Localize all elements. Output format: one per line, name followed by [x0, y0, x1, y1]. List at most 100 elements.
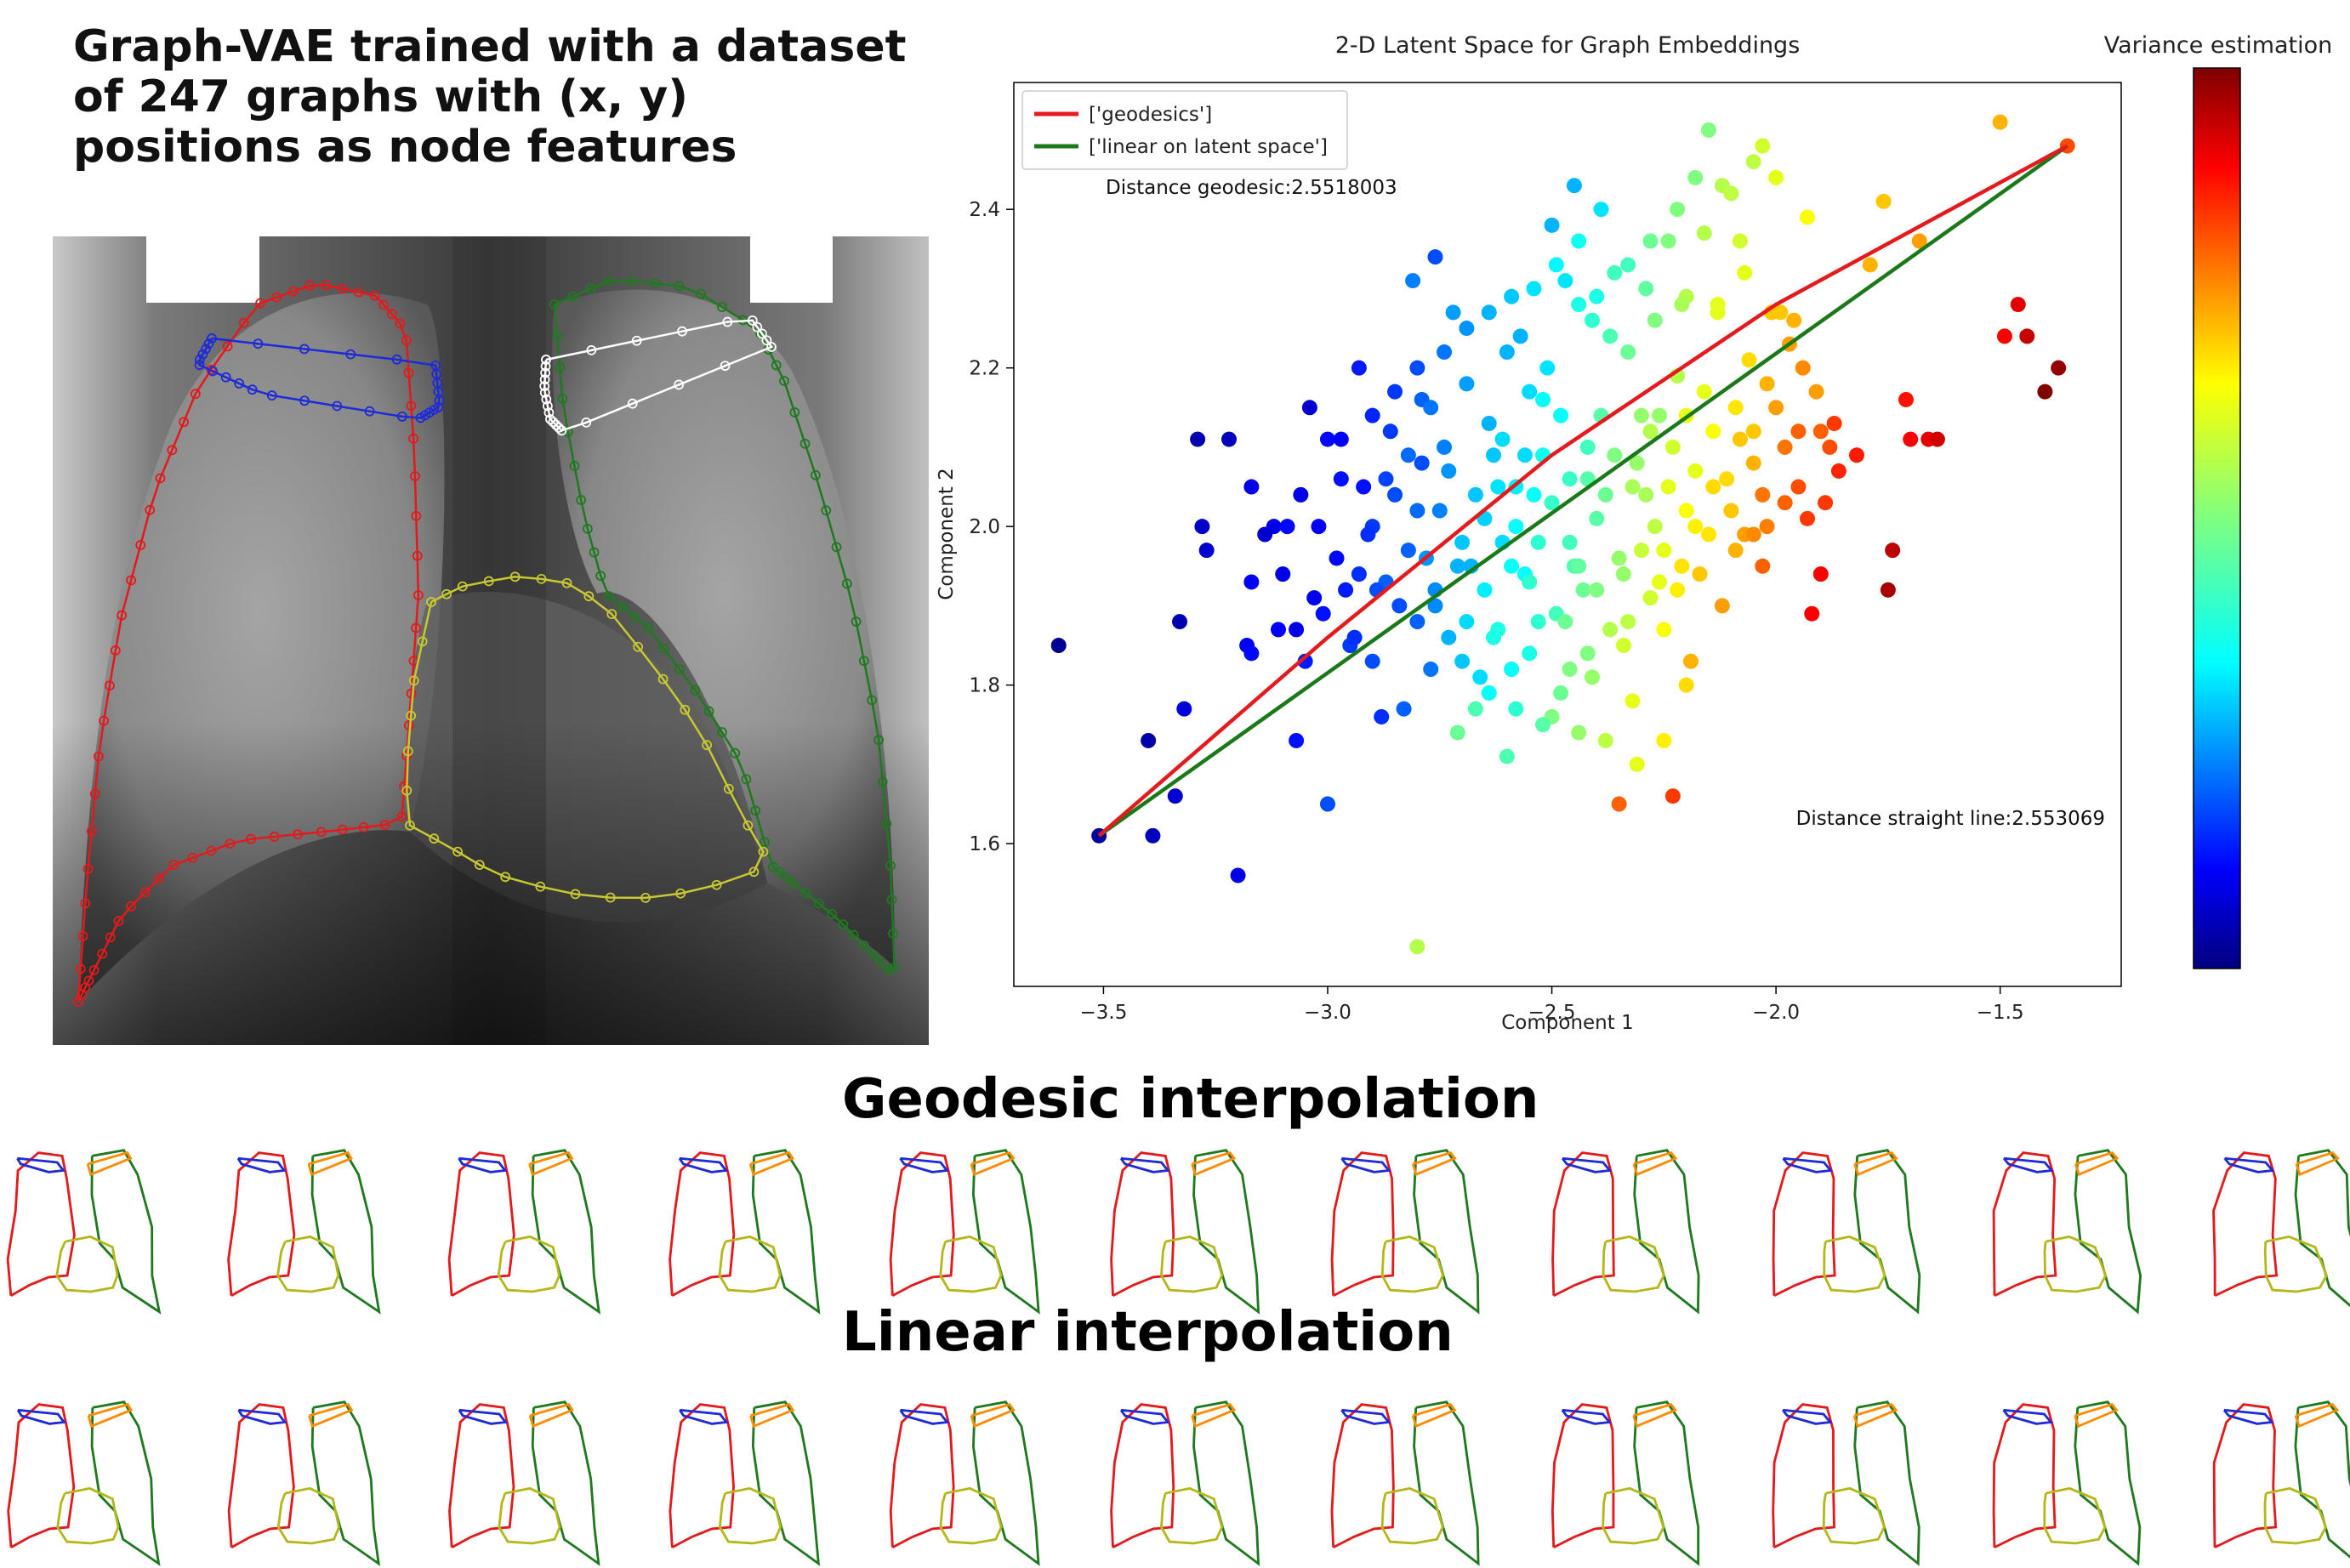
scatter-point: [1522, 574, 1538, 590]
thumb-right-lung: [889, 1403, 955, 1549]
scatter-point: [1664, 788, 1681, 804]
scatter-point: [2051, 360, 2067, 376]
scatter-point: [1647, 312, 1663, 328]
xray-right-lung-outline-node: [411, 622, 422, 633]
scatter-point: [1319, 796, 1335, 812]
xray-left-clavicle-outline: [543, 319, 773, 432]
scatter-point: [1642, 423, 1659, 440]
xray-right-lung-outline-node: [83, 863, 94, 874]
thumb-left-clavicle: [528, 1150, 574, 1177]
scatter-point: [1800, 209, 1816, 225]
thumb-left-lung: [971, 1149, 1040, 1315]
interpolation-thumbnail: [1772, 1400, 1920, 1566]
xray-left-clavicle-outline-node: [539, 387, 550, 398]
y-axis-ticks: 1.6 1.8 2.0 2.2 2.4: [969, 199, 1014, 855]
thumb-left-lung: [90, 1400, 161, 1566]
scatter-point: [1589, 510, 1605, 526]
interpolation-thumbnail: [1110, 1149, 1260, 1315]
xray-left-clavicle-outline-node: [747, 315, 758, 326]
scatter-point: [1409, 503, 1425, 519]
thumb-right-lung: [1772, 1151, 1836, 1298]
y-tick-label: 1.6: [969, 833, 1000, 855]
scatter-point: [1535, 717, 1551, 733]
xray-right-lung-outline-node: [395, 318, 406, 329]
scatter-point: [1625, 693, 1641, 709]
thumb-right-lung: [1330, 1403, 1395, 1549]
xray-right-clavicle-outline-node: [253, 338, 264, 349]
thumb-heart: [718, 1235, 782, 1293]
scatter-point: [1575, 582, 1591, 598]
thumb-right-clavicle: [2002, 1408, 2054, 1425]
mask-right: [750, 236, 833, 303]
xray-left-lung-outline-node: [813, 898, 824, 909]
xray-left-lung-outline-node: [586, 283, 596, 294]
xray-right-lung-outline-node: [401, 335, 412, 346]
xray-left-lung-outline-node: [858, 940, 869, 951]
geodesic-row-label: Geodesic interpolation: [842, 1068, 1539, 1131]
thumb-left-clavicle: [1632, 1150, 1678, 1177]
xray-heart-outline-node: [570, 889, 581, 900]
scatter-point: [1755, 486, 1771, 503]
scatter-point: [1705, 479, 1721, 495]
xray-left-clavicle-outline-node: [539, 374, 550, 385]
xray-left-lung-outline-node: [811, 469, 821, 480]
interpolation-thumbnail: [669, 1400, 821, 1566]
xray-right-lung-outline-node: [206, 364, 217, 375]
xray-right-lung-outline-node: [75, 963, 86, 974]
interpolation-thumbnail: [1992, 1400, 2142, 1566]
interpolation-thumbnail: [1551, 1400, 1700, 1566]
scatter-point: [1289, 622, 1305, 638]
scatter-point: [1409, 939, 1425, 955]
xray-left-clavicle-outline-node: [540, 361, 551, 372]
xray-heart-outline-node: [606, 609, 617, 619]
scatter-point: [1508, 519, 1524, 535]
scatter-point: [1992, 114, 2008, 130]
scatter-point: [1414, 455, 1430, 471]
thumb-heart: [939, 1486, 1003, 1545]
xray-left-clavicle-outline-node: [674, 379, 685, 390]
scatter-point: [1687, 463, 1704, 479]
xray-left-clavicle-outline-node: [540, 367, 551, 378]
xray-left-lung-outline-node: [821, 505, 832, 516]
scatter-point: [1504, 288, 1520, 304]
legend-label-geodesic: ['geodesics']: [1089, 104, 1212, 126]
thumb-left-clavicle: [528, 1402, 574, 1429]
scatter-point: [1293, 486, 1309, 503]
scatter-point: [1562, 471, 1578, 487]
xray-heart-outline-node: [583, 591, 595, 602]
y-tick-label: 1.8: [969, 675, 1000, 697]
scatter-point: [1454, 534, 1471, 550]
scatter-point: [1768, 169, 1784, 185]
interpolation-thumbnail: [448, 1400, 600, 1566]
xray-left-clavicle-outline-node: [548, 417, 559, 428]
thumb-left-lung: [751, 1400, 821, 1566]
xray-right-clavicle-outline-node: [208, 366, 219, 377]
scatter-point: [2037, 383, 2053, 400]
thumb-left-lung: [2294, 1149, 2350, 1308]
scatter-point: [1755, 558, 1771, 574]
scatter-point: [1804, 605, 1820, 622]
x-tick-label: −2.0: [1752, 1002, 1800, 1024]
thumb-left-clavicle: [1411, 1402, 1457, 1429]
thumb-left-lung: [971, 1400, 1040, 1566]
xray-right-lung-outline-node: [187, 852, 198, 863]
xray-left-lung-outline-node: [779, 376, 789, 386]
scatter-point: [1723, 185, 1739, 202]
xray-heart-outline-node: [405, 820, 415, 831]
scatter-point: [1818, 495, 1834, 511]
scatter-point: [1557, 614, 1573, 630]
scatter-point: [1400, 543, 1416, 559]
xray-left-lung-outline-node: [595, 571, 606, 582]
thumb-heart: [2263, 1486, 2328, 1545]
xray-left-lung-outline-node: [848, 929, 859, 940]
xray-right-lung-outline-node: [89, 788, 100, 799]
xray-left-lung-outline-node: [875, 957, 886, 968]
series-line: [1097, 144, 2069, 838]
xray-right-lung-outline-node: [370, 290, 380, 301]
scatter-point: [1431, 503, 1448, 519]
xray-right-lung-outline-node: [246, 833, 256, 844]
scatter-point: [1364, 407, 1380, 423]
scatter-point: [1333, 431, 1349, 447]
xray-left-lung-outline-node: [696, 288, 707, 299]
xray-heart-outline-node: [536, 573, 547, 584]
